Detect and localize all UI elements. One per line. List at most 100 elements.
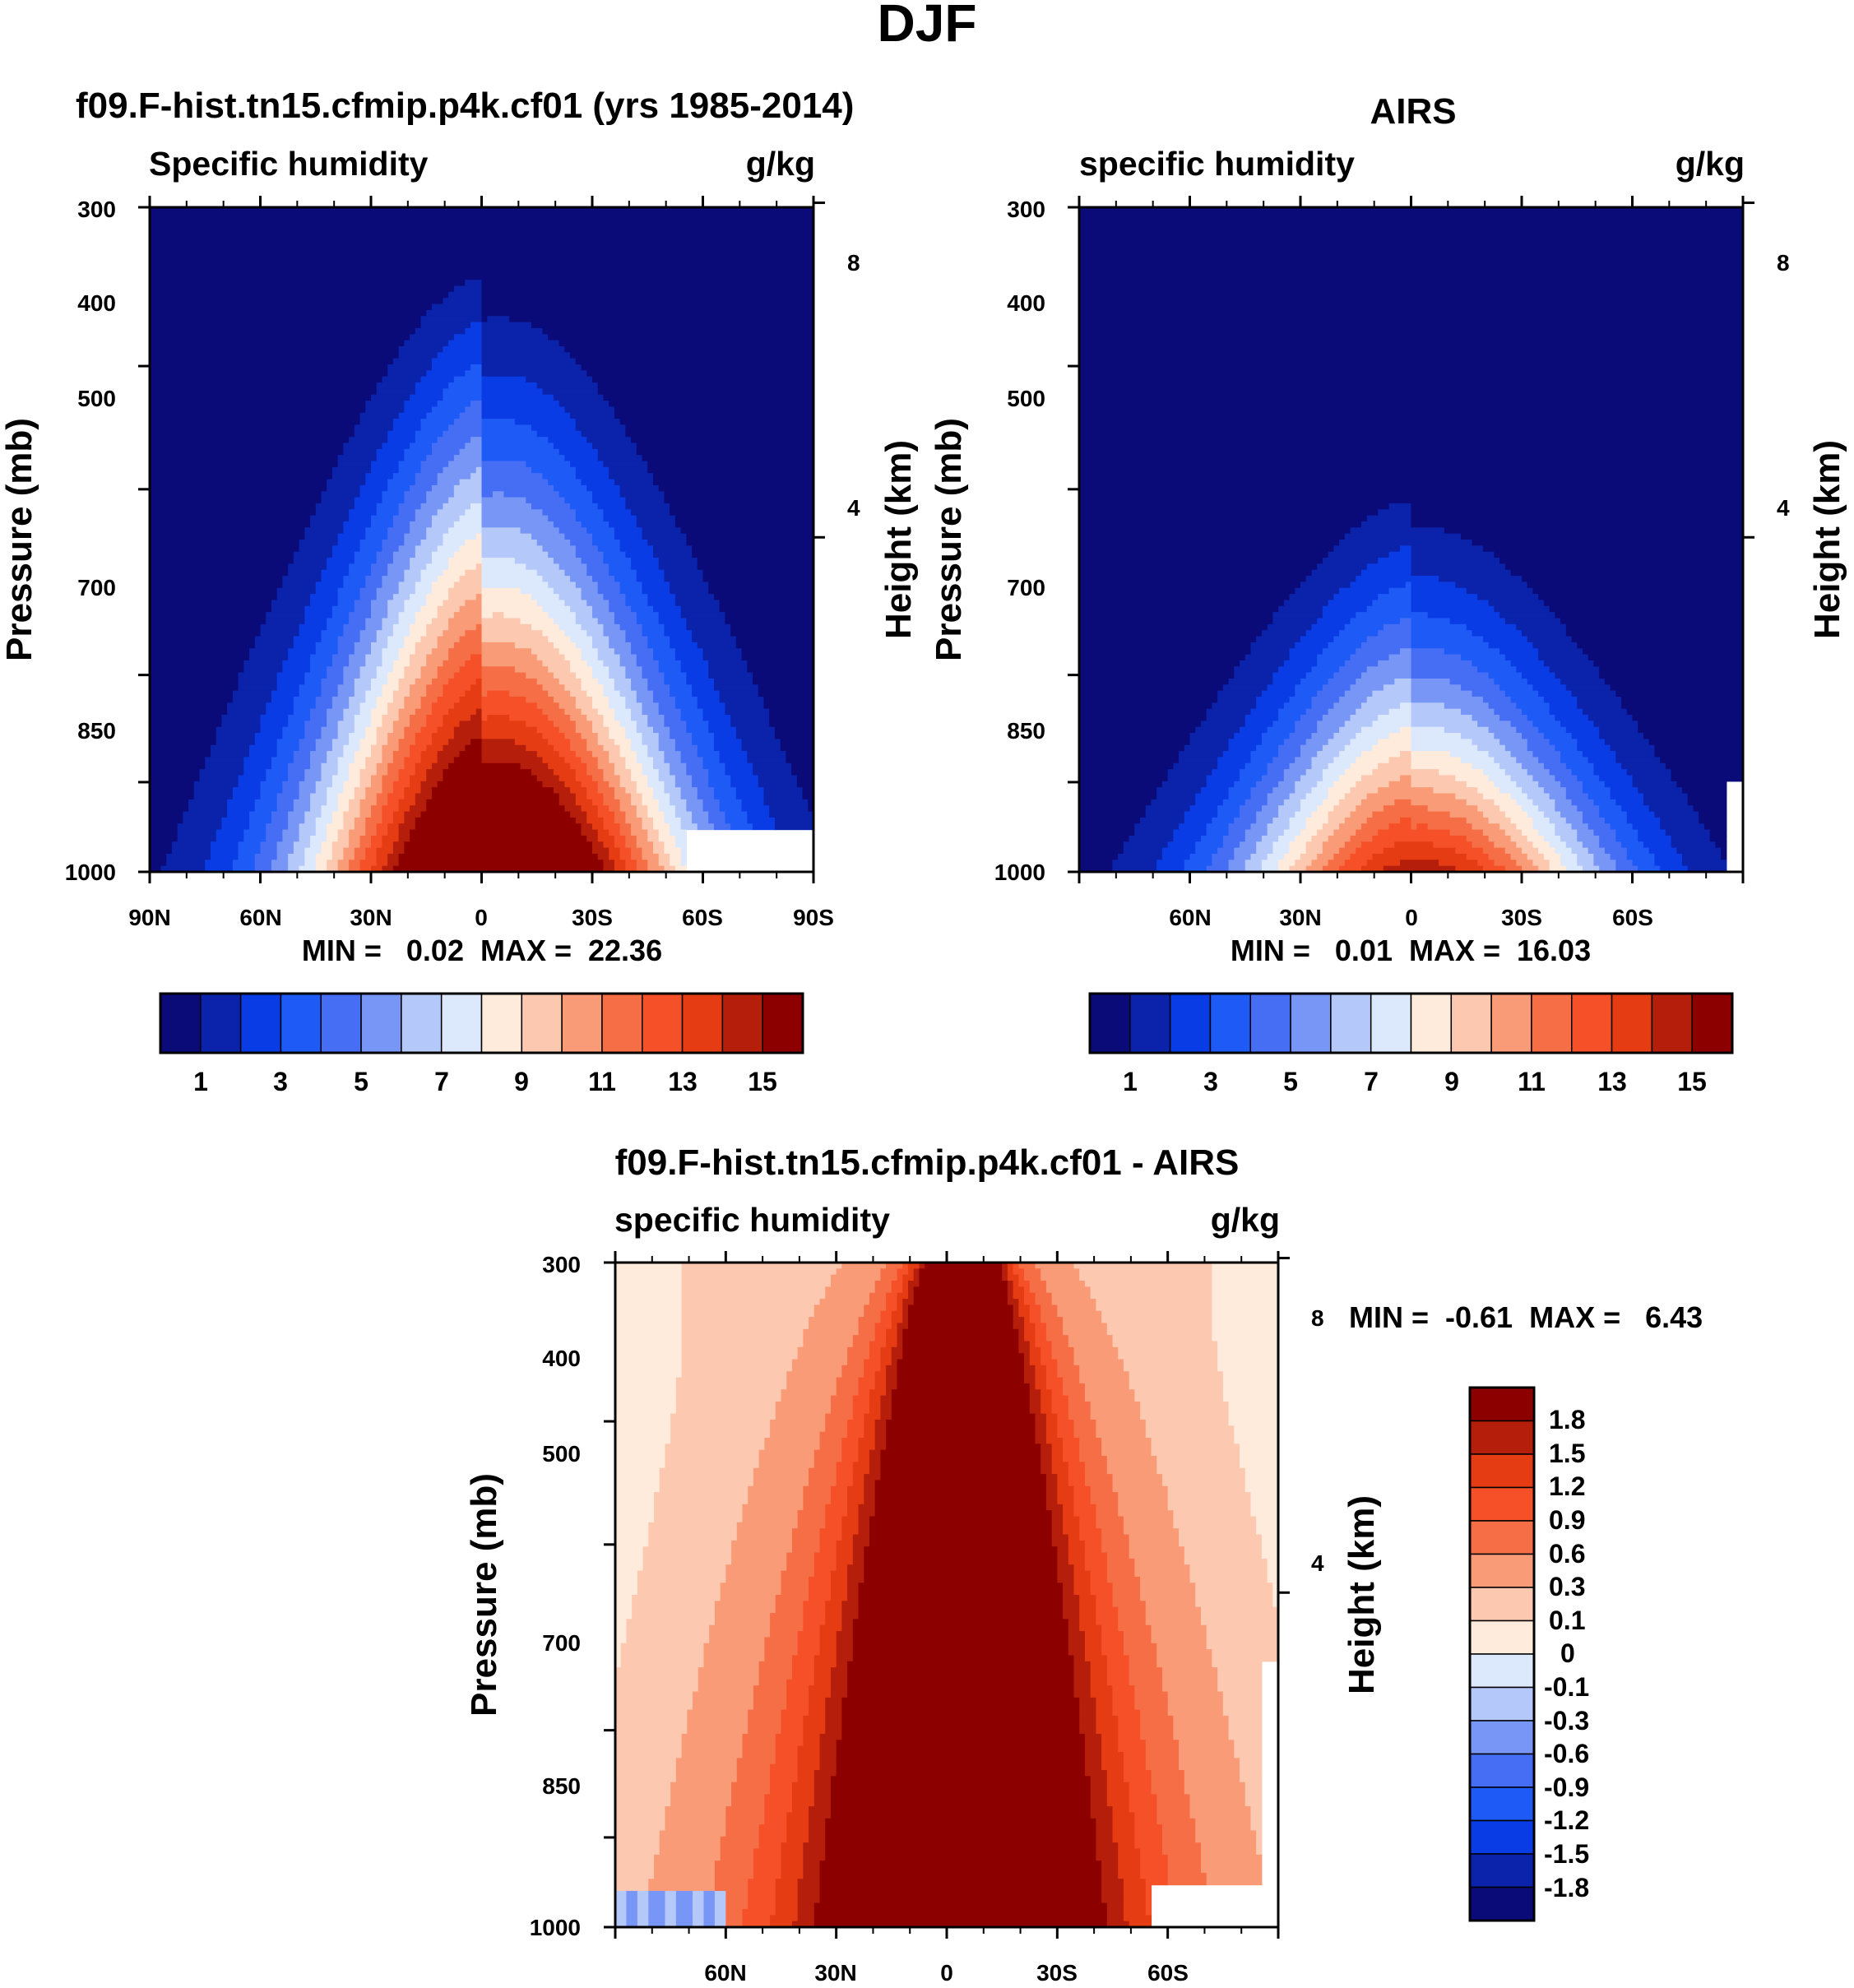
obs-colorbar-swatch xyxy=(1410,993,1453,1054)
model-contour-cell xyxy=(150,563,289,571)
obs-contour-cell xyxy=(1360,751,1401,758)
obs-contour-cell xyxy=(1079,799,1152,806)
diff-contour-cell xyxy=(819,1431,848,1439)
diff-contour-cell xyxy=(813,1776,832,1783)
obs-contour-cell xyxy=(1388,733,1412,739)
model-contour-cell xyxy=(753,678,814,685)
model-contour-cell xyxy=(670,642,698,649)
diff-contour-cell xyxy=(665,1902,677,1910)
model-contour-cell xyxy=(150,630,262,637)
model-contour-cell xyxy=(592,751,610,758)
model-contour-cell xyxy=(631,829,648,836)
obs-contour-cell xyxy=(1079,860,1113,867)
diff-contour-cell xyxy=(1212,1317,1279,1324)
obs-contour-cell xyxy=(1156,860,1185,867)
model-contour-cell xyxy=(437,437,471,444)
model-contour-cell xyxy=(150,430,355,438)
obs-contour-cell xyxy=(1709,835,1727,842)
diff-contour-cell xyxy=(1090,1685,1114,1693)
diff-subtitle-right: g/kg xyxy=(1211,1201,1280,1239)
model-title: f09.F-hist.tn15.cfmip.p4k.cf01 (yrs 1985… xyxy=(76,86,854,126)
diff-contour-cell xyxy=(858,1504,876,1511)
diff-contour-cell xyxy=(1096,1595,1114,1601)
diff-contour-cell xyxy=(1118,1866,1141,1874)
diff-contour-cell xyxy=(864,1546,1058,1554)
model-contour-cell xyxy=(337,587,361,595)
diff-contour-cell xyxy=(1057,1304,1096,1312)
model-contour-cell xyxy=(243,762,272,770)
obs-contour-cell xyxy=(1560,757,1589,764)
model-contour-cell xyxy=(769,811,814,818)
obs-contour-cell xyxy=(1466,799,1495,806)
model-contour-cell xyxy=(420,781,438,788)
diff-contour-cell xyxy=(1123,1516,1174,1523)
model-contour-cell xyxy=(166,860,206,867)
obs-contour-cell xyxy=(1466,623,1517,631)
obs-contour-cell xyxy=(1295,726,1318,734)
model-contour-cell xyxy=(343,715,355,721)
model-contour-cell xyxy=(343,527,366,535)
model-contour-cell xyxy=(420,757,438,764)
obs-contour-cell xyxy=(1527,636,1573,643)
diff-contour-cell xyxy=(1057,1558,1069,1565)
obs-contour-cell xyxy=(1560,721,1595,728)
model-contour-cell xyxy=(420,666,438,674)
obs-contour-cell xyxy=(1189,739,1230,746)
obs-contour-cell xyxy=(1295,721,1318,728)
model-contour-cell xyxy=(404,847,593,855)
model-contour-cell xyxy=(437,672,455,679)
model-contour-cell xyxy=(609,847,621,855)
diff-contour-cell xyxy=(1123,1884,1147,1892)
obs-contour-cell xyxy=(1244,835,1263,842)
diff-contour-cell xyxy=(615,1346,683,1354)
diff-contour-cell xyxy=(758,1824,787,1832)
diff-contour-cell xyxy=(1156,1818,1196,1825)
diff-contour-cell xyxy=(1090,1485,1114,1493)
diff-contour-cell xyxy=(786,1830,809,1837)
obs-contour-cell xyxy=(1499,823,1517,831)
obs-contour-cell xyxy=(1206,865,1230,873)
diff-contour-cell xyxy=(847,1667,1075,1675)
obs-contour-cell xyxy=(1366,515,1412,522)
diff-contour-cell xyxy=(758,1449,815,1457)
model-contour-cell xyxy=(575,793,587,800)
model-contour-cell xyxy=(603,623,621,631)
obs-contour-cell xyxy=(1394,678,1412,685)
obs-contour-cell xyxy=(1079,527,1351,535)
diff-contour-cell xyxy=(869,1522,1053,1529)
diff-contour-cell xyxy=(632,1601,716,1608)
diff-contour-cell xyxy=(1029,1407,1041,1415)
diff-contour-cell xyxy=(1145,1897,1152,1904)
obs-contour-cell xyxy=(1411,594,1478,601)
diff-contour-cell xyxy=(775,1879,799,1886)
diff-contour-cell xyxy=(1035,1365,1047,1372)
diff-contour-cell xyxy=(681,1263,842,1269)
diff-contour-cell xyxy=(836,1655,854,1662)
model-contour-cell xyxy=(652,605,682,613)
diff-contour-cell xyxy=(825,1510,848,1518)
model-contour-cell xyxy=(150,860,167,867)
model-contour-cell xyxy=(636,660,660,667)
diff-contour-cell xyxy=(615,1546,644,1554)
diff-y-tick-labels: 300 400 500 700 850 1000 xyxy=(530,1252,581,1940)
model-contour-cell xyxy=(548,582,577,589)
diff-contour-cell xyxy=(830,1679,848,1686)
obs-contour-cell xyxy=(1317,829,1334,836)
obs-contour-cell xyxy=(1582,751,1616,758)
model-contour-cell xyxy=(276,841,294,849)
obs-contour-cell xyxy=(1244,860,1263,867)
model-contour-cell xyxy=(614,406,814,414)
obs-contour-cell xyxy=(1543,733,1573,739)
obs-contour-cell xyxy=(1582,787,1611,795)
diff-contour-cell xyxy=(1096,1425,1147,1433)
obs-contour-cell xyxy=(1339,751,1362,758)
model-contour-cell xyxy=(337,594,361,601)
diff-contour-cell xyxy=(1007,1263,1014,1269)
diff-contour-cell xyxy=(830,1595,848,1601)
obs-contour-cell xyxy=(1079,334,1744,341)
diff-contour-cell xyxy=(1045,1281,1086,1287)
diff-contour-cell xyxy=(1173,1522,1257,1529)
diff-contour-cell xyxy=(720,1854,754,1861)
obs-contour-cell xyxy=(1626,853,1656,860)
diff-contour-cell xyxy=(1179,1745,1235,1753)
